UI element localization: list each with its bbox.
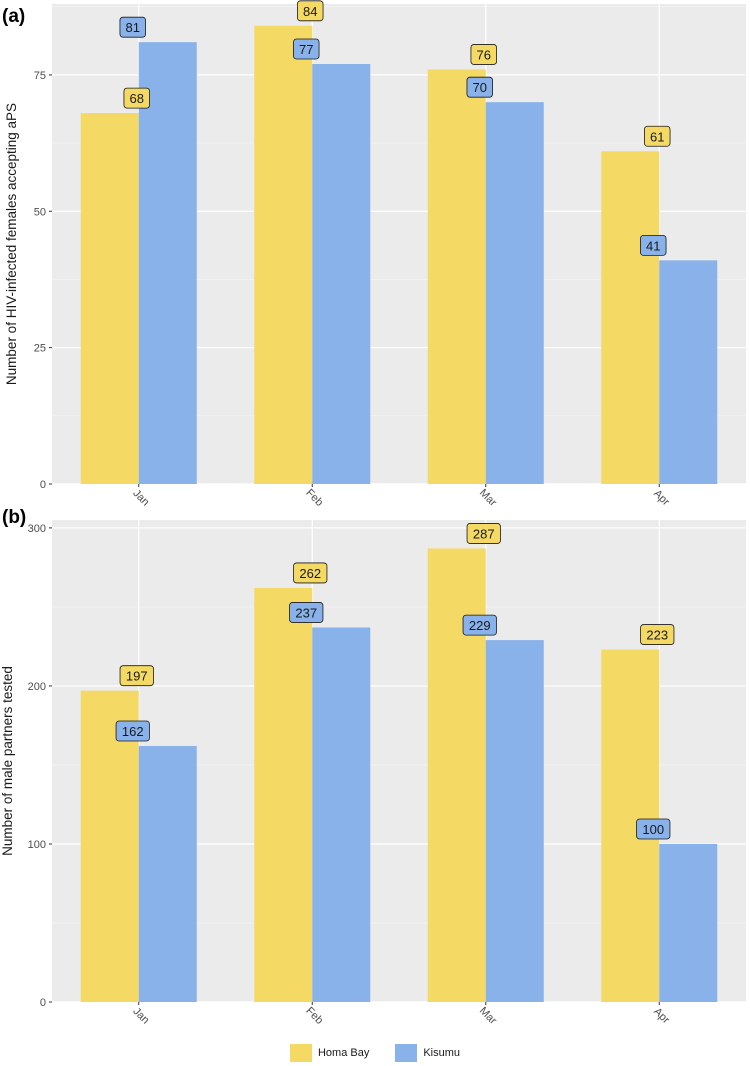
panel-a-ytick-label: 0: [40, 479, 46, 491]
legend-key-homa-bay: [289, 1044, 312, 1062]
panel-a-label: (a): [2, 6, 25, 27]
svg-text:84: 84: [303, 4, 317, 19]
panel-a-data-label-kisumu-jan: 81: [119, 16, 146, 38]
panel-a-bar-homa-bay-jan: [80, 113, 139, 484]
svg-text:262: 262: [299, 566, 321, 581]
svg-text:61: 61: [650, 129, 664, 144]
svg-text:237: 237: [295, 605, 317, 620]
panel-a-bar-kisumu-mar: [485, 102, 544, 484]
panel-a-bar-homa-bay-mar: [427, 69, 486, 485]
svg-text:162: 162: [122, 724, 144, 739]
panel-b-data-label-homa-bay-jan: 197: [119, 665, 154, 687]
panel-b-label: (b): [2, 507, 26, 528]
panel-b: 0 100 200 300 197 162 262 237 287 229 223 100 Jan Feb…: [0, 507, 746, 1027]
panel-b-ylabel: Number of male partners tested: [0, 666, 15, 856]
panel-b-data-label-kisumu-feb: 237: [289, 602, 324, 623]
legend: Homa Bay Kisumu: [0, 1040, 750, 1066]
panel-b-bar-kisumu-apr: [659, 843, 718, 1002]
legend-item-homa-bay: Homa Bay: [289, 1044, 370, 1062]
panel-a-xtick-label: Jan: [130, 487, 151, 508]
panel-b-data-label-kisumu-mar: 229: [462, 614, 497, 636]
panel-a-xtick-label: Mar: [477, 487, 499, 509]
panel-b-data-label-homa-bay-apr: 223: [640, 624, 675, 645]
panel-b-bar-kisumu-feb: [312, 627, 371, 1002]
panel-a-data-label-homa-bay-mar: 76: [470, 44, 497, 65]
panel-b-data-label-kisumu-jan: 162: [115, 720, 150, 742]
svg-text:100: 100: [642, 822, 664, 837]
svg-text:68: 68: [130, 91, 144, 106]
legend-label-homa-bay: Homa Bay: [317, 1047, 370, 1059]
svg-text:70: 70: [473, 80, 487, 95]
svg-text:223: 223: [646, 628, 668, 643]
panel-b-ytick-label: 300: [28, 523, 46, 535]
svg-text:76: 76: [477, 47, 491, 62]
panel-b-xtick-label: Mar: [477, 1005, 499, 1027]
panel-b-xtick-label: Jan: [130, 1005, 151, 1026]
panel-a: 0 25 50 75 68 81 84 77 76 70 61 41 Jan Feb Mar Apr Numbe…: [2, 0, 746, 509]
panel-a-ylabel: Number of HIV-infected females accepting…: [4, 103, 19, 385]
panel-a-bar-kisumu-apr: [659, 260, 718, 484]
panel-a-data-label-homa-bay-feb: 84: [297, 0, 324, 22]
panel-b-bar-kisumu-mar: [485, 640, 544, 1002]
panel-a-bar-kisumu-feb: [312, 64, 371, 484]
svg-text:81: 81: [126, 20, 140, 35]
panel-a-data-label-kisumu-feb: 77: [293, 38, 320, 60]
panel-a-bar-homa-bay-feb: [254, 25, 313, 485]
panel-b-bar-homa-bay-feb: [254, 587, 313, 1002]
legend-item-kisumu: Kisumu: [395, 1044, 460, 1062]
panel-a-data-label-kisumu-mar: 70: [466, 76, 493, 98]
panel-b-bar-kisumu-jan: [138, 745, 197, 1002]
svg-text:229: 229: [469, 618, 491, 633]
panel-b-data-label-homa-bay-mar: 287: [466, 523, 501, 544]
svg-text:287: 287: [473, 526, 495, 541]
panel-b-data-label-kisumu-apr: 100: [636, 818, 671, 840]
panel-b-xtick-label: Feb: [303, 1005, 325, 1027]
panel-b-ytick-label: 0: [40, 997, 46, 1009]
panel-b-data-label-homa-bay-feb: 262: [293, 562, 328, 584]
panel-b-xtick-label: Apr: [651, 1006, 672, 1027]
panel-a-data-label-homa-bay-apr: 61: [644, 125, 671, 147]
panel-a-ytick-label: 50: [34, 206, 46, 218]
panel-a-xtick-label: Apr: [651, 488, 672, 509]
svg-text:197: 197: [126, 669, 148, 684]
panel-a-xtick-label: Feb: [303, 487, 325, 509]
svg-text:41: 41: [646, 238, 660, 253]
panel-a-bar-kisumu-jan: [138, 42, 197, 484]
panel-a-data-label-kisumu-apr: 41: [640, 234, 667, 256]
panel-a-data-label-homa-bay-jan: 68: [123, 87, 150, 109]
legend-key-kisumu: [395, 1044, 418, 1062]
svg-text:77: 77: [299, 42, 313, 57]
panel-b-ytick-label: 200: [28, 681, 46, 693]
panel-a-ytick-label: 25: [34, 343, 46, 355]
panel-b-ytick-label: 100: [28, 839, 46, 851]
panel-b-bar-homa-bay-jan: [80, 690, 139, 1002]
panel-a-bar-homa-bay-apr: [601, 151, 660, 485]
panel-a-ytick-label: 75: [34, 70, 46, 82]
legend-label-kisumu: Kisumu: [423, 1047, 461, 1059]
